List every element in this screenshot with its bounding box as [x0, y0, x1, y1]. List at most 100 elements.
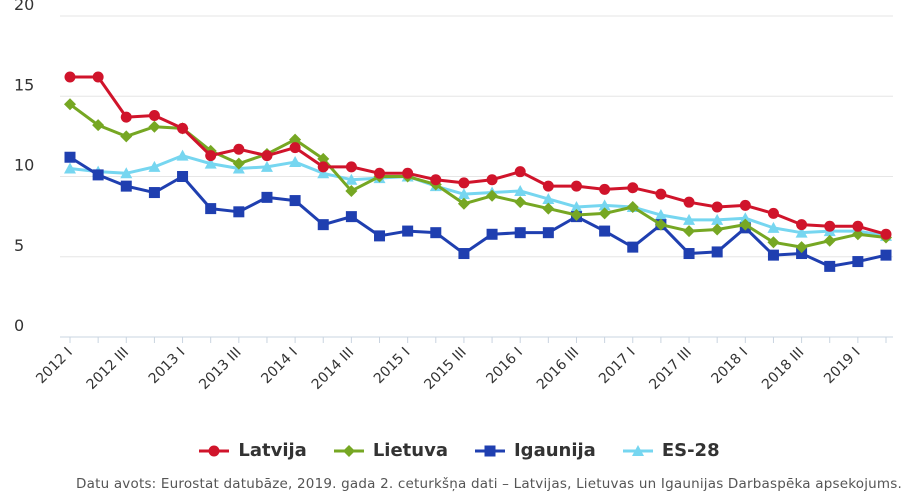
data-point	[767, 249, 779, 261]
data-point	[120, 180, 132, 192]
x-tick-label: 2018 I	[709, 345, 752, 388]
data-point	[514, 227, 526, 239]
data-point	[457, 188, 470, 200]
data-point	[739, 199, 751, 211]
data-point	[852, 220, 864, 232]
data-point	[208, 445, 220, 456]
data-point	[345, 161, 357, 173]
x-tick-label: 2015 III	[421, 345, 469, 393]
legend-symbol	[474, 445, 505, 456]
data-point	[64, 162, 76, 174]
source-note: Datu avots: Eurostat datubāze, 2019. gad…	[76, 476, 902, 492]
legend-item[interactable]: ES-28	[622, 440, 720, 461]
data-point	[711, 223, 724, 236]
data-point	[233, 206, 245, 218]
legend-label: Latvija	[238, 440, 307, 461]
data-point	[880, 249, 892, 261]
data-point	[148, 160, 161, 172]
data-point	[711, 201, 723, 213]
legend-item[interactable]: Lietuva	[333, 440, 448, 461]
data-point	[205, 203, 217, 215]
data-point	[345, 211, 357, 223]
data-point	[514, 196, 527, 209]
y-axis: 0 5 10 15 20	[14, 0, 34, 335]
data-point	[92, 71, 104, 83]
data-point	[654, 209, 667, 221]
legend-label: ES-28	[661, 440, 720, 461]
series-line	[70, 75, 887, 236]
data-point	[317, 152, 330, 165]
legend-label: Igaunija	[513, 440, 596, 461]
data-point	[711, 246, 723, 258]
data-point	[374, 230, 386, 242]
data-point	[711, 213, 724, 225]
data-point	[823, 234, 836, 247]
data-point	[599, 225, 611, 237]
series-es-28	[64, 149, 892, 241]
data-point	[627, 241, 639, 253]
data-point	[542, 202, 555, 215]
data-point	[64, 151, 76, 163]
legend-symbol	[333, 444, 364, 457]
data-point	[317, 161, 329, 173]
data-point	[683, 213, 696, 225]
legend-symbol	[199, 445, 230, 456]
data-point	[148, 187, 160, 199]
data-point	[92, 119, 105, 132]
data-point	[542, 192, 555, 204]
series-line	[69, 154, 887, 238]
data-point	[683, 196, 695, 208]
data-point	[795, 226, 808, 238]
data-point	[486, 228, 498, 240]
data-point	[739, 212, 752, 224]
legend-item[interactable]: Igaunija	[474, 440, 596, 461]
data-point	[289, 195, 301, 207]
data-point	[120, 130, 133, 143]
data-point	[458, 248, 470, 260]
data-point	[570, 200, 583, 212]
data-point	[232, 157, 245, 170]
x-tick-label: 2015 I	[371, 345, 414, 388]
data-point	[64, 98, 76, 111]
data-point	[345, 173, 358, 185]
data-point	[654, 218, 667, 231]
data-point	[430, 174, 442, 186]
x-tick-label: 2017 III	[646, 345, 694, 393]
data-point	[204, 157, 217, 169]
series-line	[69, 103, 887, 249]
y-tick-label: 20	[14, 0, 34, 14]
data-point	[177, 171, 189, 182]
data-point	[542, 180, 554, 192]
data-point	[120, 111, 132, 123]
legend-item[interactable]: Latvija	[198, 440, 307, 461]
data-point	[205, 150, 217, 162]
data-point	[570, 180, 582, 192]
data-point	[627, 182, 639, 194]
data-point	[599, 183, 611, 195]
y-tick-label: 10	[14, 156, 34, 175]
series-latvija	[64, 71, 892, 240]
data-point	[92, 169, 104, 181]
data-point	[402, 225, 414, 237]
data-point	[317, 167, 330, 179]
data-point	[148, 110, 160, 122]
x-tick-label: 2012 III	[84, 345, 132, 393]
x-tick-label: 2014 I	[258, 345, 301, 388]
data-point	[458, 177, 470, 189]
data-point	[176, 149, 189, 161]
y-tick-label: 15	[14, 75, 34, 94]
data-point	[64, 71, 76, 83]
data-point	[289, 142, 301, 154]
data-point	[851, 228, 864, 241]
data-point	[767, 207, 779, 219]
data-point	[796, 219, 808, 231]
data-point	[739, 218, 752, 231]
data-point	[345, 184, 358, 197]
legend-label: Lietuva	[372, 440, 448, 461]
data-point	[457, 197, 470, 210]
data-point	[598, 207, 611, 220]
data-point	[514, 184, 527, 196]
data-point	[598, 199, 611, 211]
data-point	[486, 174, 498, 186]
data-point	[570, 209, 583, 222]
